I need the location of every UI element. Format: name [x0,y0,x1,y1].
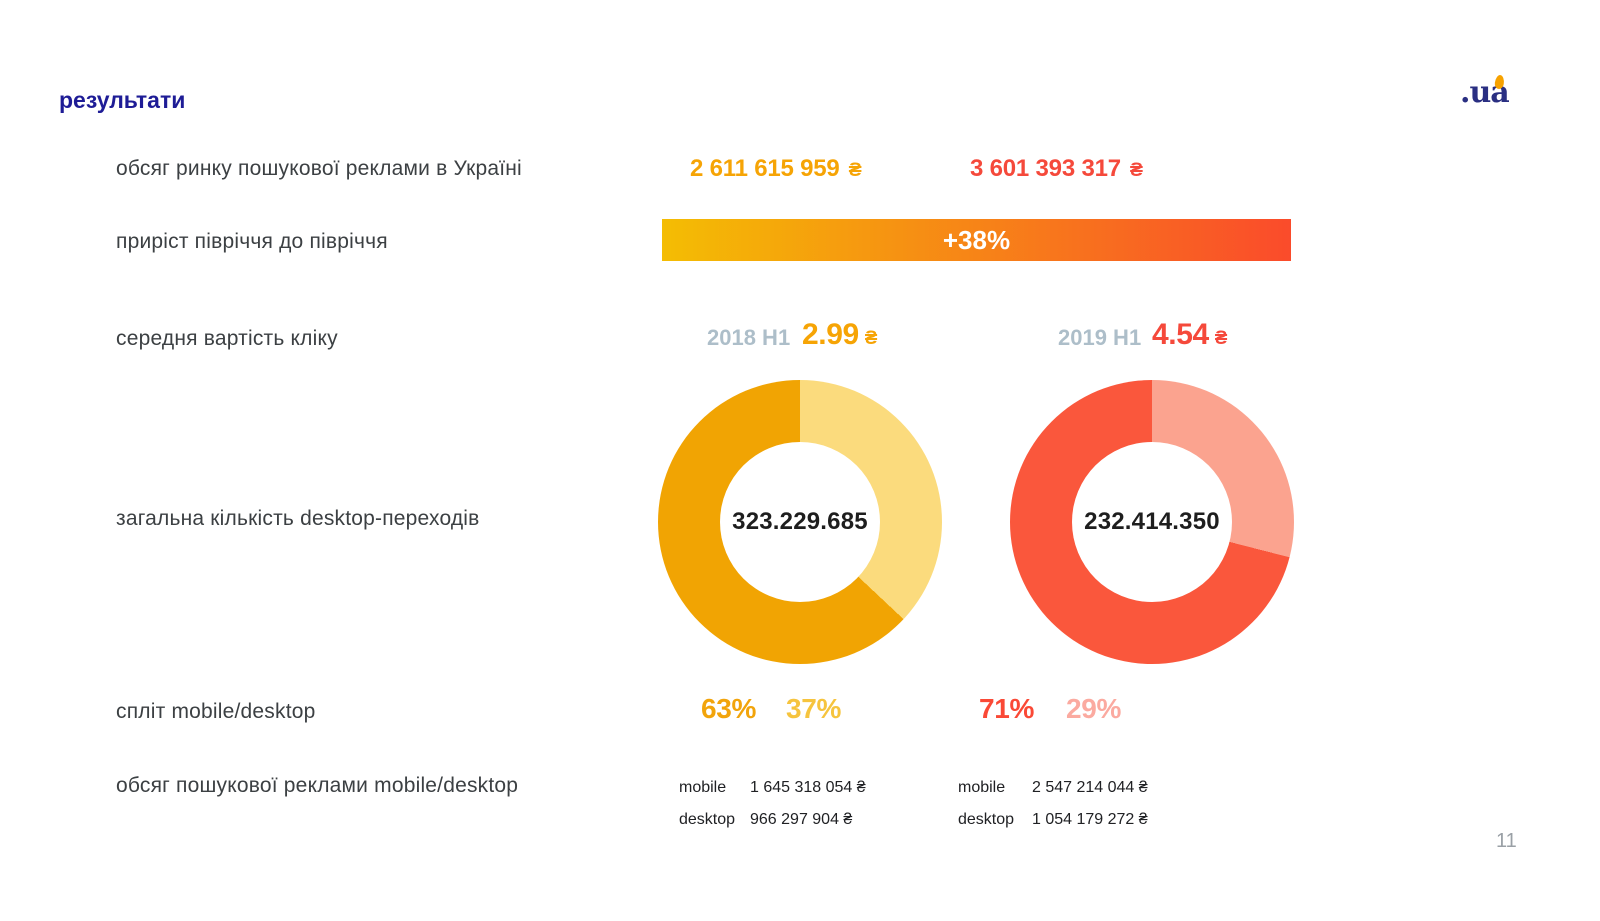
hryvnia-sign: ₴ [864,328,878,349]
adv-desktop-value-2019: 1 054 179 272 ₴ [1032,811,1148,828]
adv-mobile-label-2018: mobile [679,779,727,796]
page-title: результати [59,87,186,113]
split-mobile-2019: 71% [979,693,1035,724]
adv-mobile-label-2019: mobile [958,779,1006,796]
ua-logo: .ua [1460,74,1530,114]
market-volume-2018: 2 611 615 959 ₴ [690,155,862,184]
label-split: спліт mobile/desktop [116,700,316,723]
market-volume-2018-value: 2 611 615 959 [690,155,840,182]
label-market-volume: обсяг ринку пошукової реклами в Україні [116,157,522,180]
cpc-2018-number: 2.99 [802,318,859,351]
hryvnia-sign: ₴ [848,159,862,181]
donut-chart-2018: 323.229.685 [658,380,942,664]
adv-desktop-value-2018: 966 297 904 ₴ [750,811,853,828]
growth-value: +38% [942,225,1011,255]
split-desktop-2018: 37% [786,693,842,724]
cpc-2019-number: 4.54 [1152,318,1209,351]
cpc-value-2019: 4.54 ₴ [1152,317,1227,353]
split-mobile-2018: 63% [701,693,757,724]
donut-chart-2019: 232.414.350 [1010,380,1294,664]
page-number: 11 [1496,830,1517,852]
label-growth: приріст півріччя до півріччя [116,230,388,253]
hryvnia-sign: ₴ [1214,328,1228,349]
adv-mobile-value-2018: 1 645 318 054 ₴ [750,779,866,796]
cpc-period-2019: 2019 H1 [1058,325,1142,350]
cpc-period-2018: 2018 H1 [707,325,791,350]
label-total-transitions: загальна кількість desktop-переходів [116,507,480,530]
cpc-value-2018: 2.99 ₴ [802,317,877,353]
label-cpc: середня вартість кліку [116,327,338,350]
market-volume-2019-value: 3 601 393 317 [970,155,1121,182]
adv-desktop-label-2018: desktop [679,811,736,828]
label-ad-volume: обсяг пошукової реклами mobile/desktop [116,774,519,797]
market-volume-2019: 3 601 393 317 ₴ [970,155,1143,184]
growth-bar: +38% [662,219,1291,261]
adv-mobile-value-2019: 2 547 214 044 ₴ [1032,779,1148,796]
donut-2018-total: 323.229.685 [732,508,868,535]
hryvnia-sign: ₴ [1129,159,1143,181]
donut-2019-total: 232.414.350 [1084,508,1220,535]
split-desktop-2019: 29% [1066,693,1122,724]
adv-desktop-label-2019: desktop [958,811,1015,828]
